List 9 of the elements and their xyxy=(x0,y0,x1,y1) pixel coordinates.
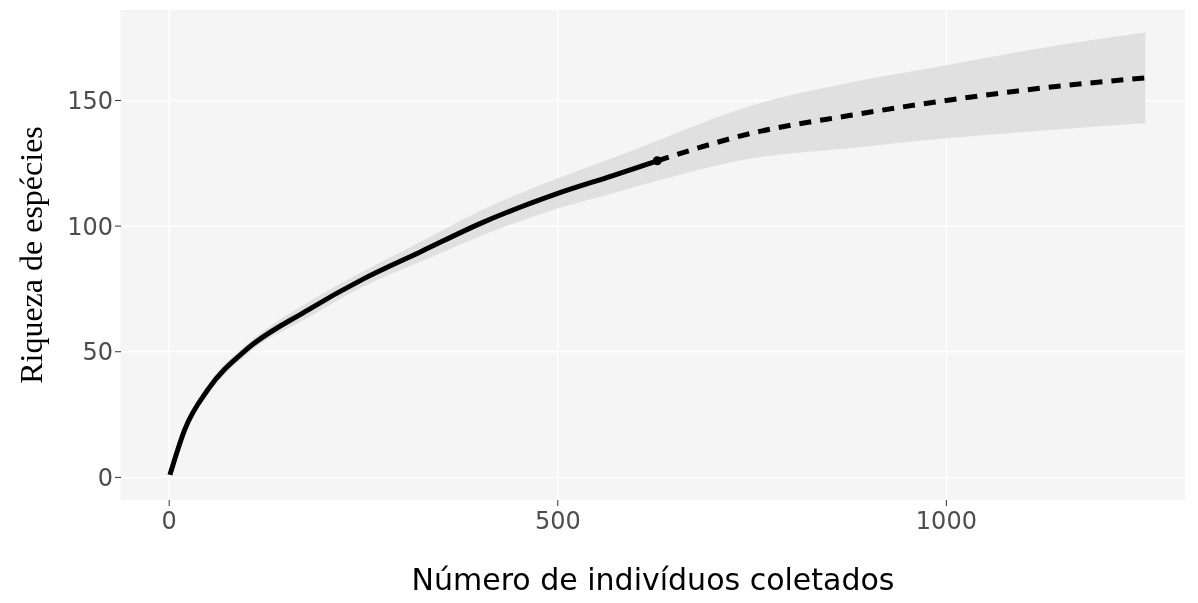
x-axis-title: Número de indivíduos coletados xyxy=(411,562,895,597)
y-axis-title: Riqueza de espécies xyxy=(13,126,50,384)
y-tick-label: 150 xyxy=(67,86,113,115)
x-tick-label: 500 xyxy=(534,507,581,536)
x-tick-label: 0 xyxy=(161,507,177,536)
y-tick-label: 0 xyxy=(97,463,113,492)
y-tick-label: 50 xyxy=(82,338,113,367)
x-tick-label: 1000 xyxy=(915,507,977,536)
y-tick-label: 100 xyxy=(67,212,113,241)
